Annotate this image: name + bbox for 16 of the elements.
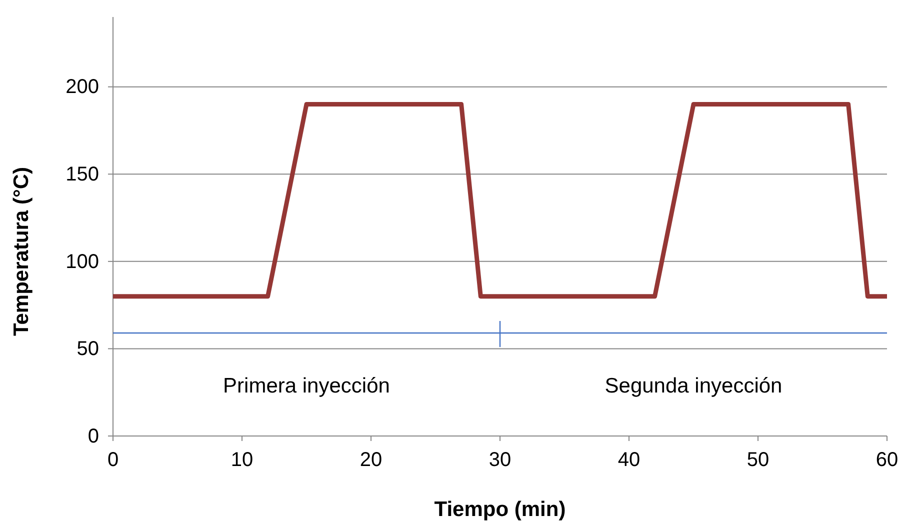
annotation: Segunda inyección [604, 374, 782, 398]
y-tick-label: 50 [76, 338, 99, 360]
x-tick-label: 40 [618, 449, 640, 471]
x-axis-title: Tiempo (min) [434, 498, 566, 521]
y-axis-title: Temperatura (°C) [10, 166, 33, 336]
y-tick-label: 150 [66, 164, 99, 186]
x-tick-label: 50 [746, 449, 770, 471]
x-tick-label: 10 [230, 449, 254, 471]
x-tick-label: 0 [107, 449, 119, 471]
x-tick-label: 60 [876, 449, 898, 471]
x-tick-label: 30 [488, 449, 512, 471]
annotation: Primera inyección [223, 374, 390, 398]
x-tick-label: 20 [360, 449, 382, 471]
y-tick-label: 100 [66, 250, 99, 273]
y-tick-label: 200 [66, 76, 99, 98]
y-tick-label: 0 [88, 425, 99, 448]
